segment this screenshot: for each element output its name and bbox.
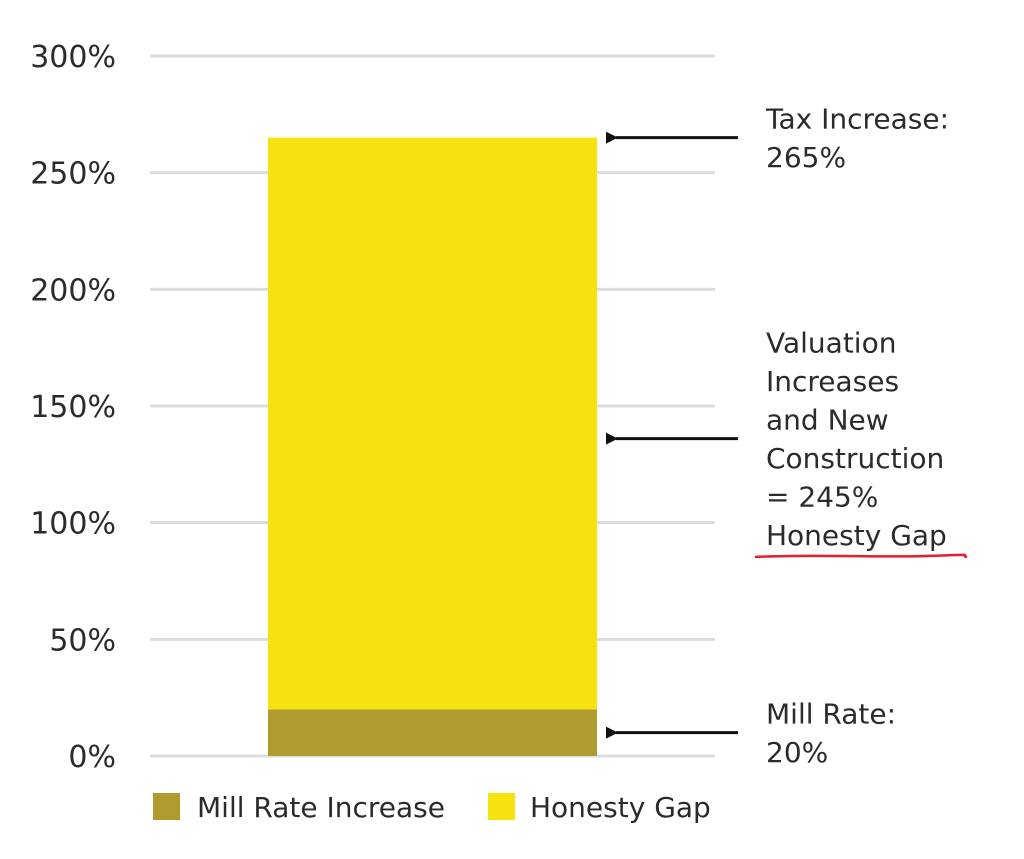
legend: Mill Rate Increase Honesty Gap	[153, 791, 711, 824]
annotation-text: Construction	[766, 442, 944, 475]
annotation-text: 20%	[766, 736, 828, 769]
annotation-underline	[754, 553, 968, 559]
legend-label: Honesty Gap	[530, 791, 711, 824]
y-tick-label: 100%	[30, 507, 116, 542]
annotations: Tax Increase: 265% Valuation Increases and N…	[606, 102, 968, 769]
annotation-text: Valuation	[766, 326, 896, 359]
y-tick-label: 150%	[30, 390, 116, 425]
annotation-text: Honesty Gap	[766, 519, 947, 552]
stacked-bar	[268, 137, 597, 756]
annotation-text: Tax Increase:	[765, 102, 949, 135]
annotation-text: 265%	[766, 141, 846, 174]
annotation-text: Mill Rate:	[766, 697, 896, 730]
y-tick-label: 50%	[49, 623, 116, 658]
bar-segment	[268, 137, 597, 710]
legend-swatch	[488, 793, 515, 820]
legend-label: Mill Rate Increase	[197, 791, 445, 824]
y-tick-label: 300%	[30, 40, 116, 75]
y-axis-tick-labels: 0% 50% 100% 150% 200% 250% 300%	[30, 40, 116, 775]
annotation-text: = 245%	[766, 480, 878, 513]
annotation-text: Increases	[766, 365, 899, 398]
y-tick-label: 200%	[30, 273, 116, 308]
y-tick-label: 0%	[68, 740, 116, 775]
legend-swatch	[153, 793, 180, 820]
y-tick-label: 250%	[30, 157, 116, 192]
annotation-text: and New	[766, 403, 889, 436]
bar-segment	[268, 709, 597, 756]
